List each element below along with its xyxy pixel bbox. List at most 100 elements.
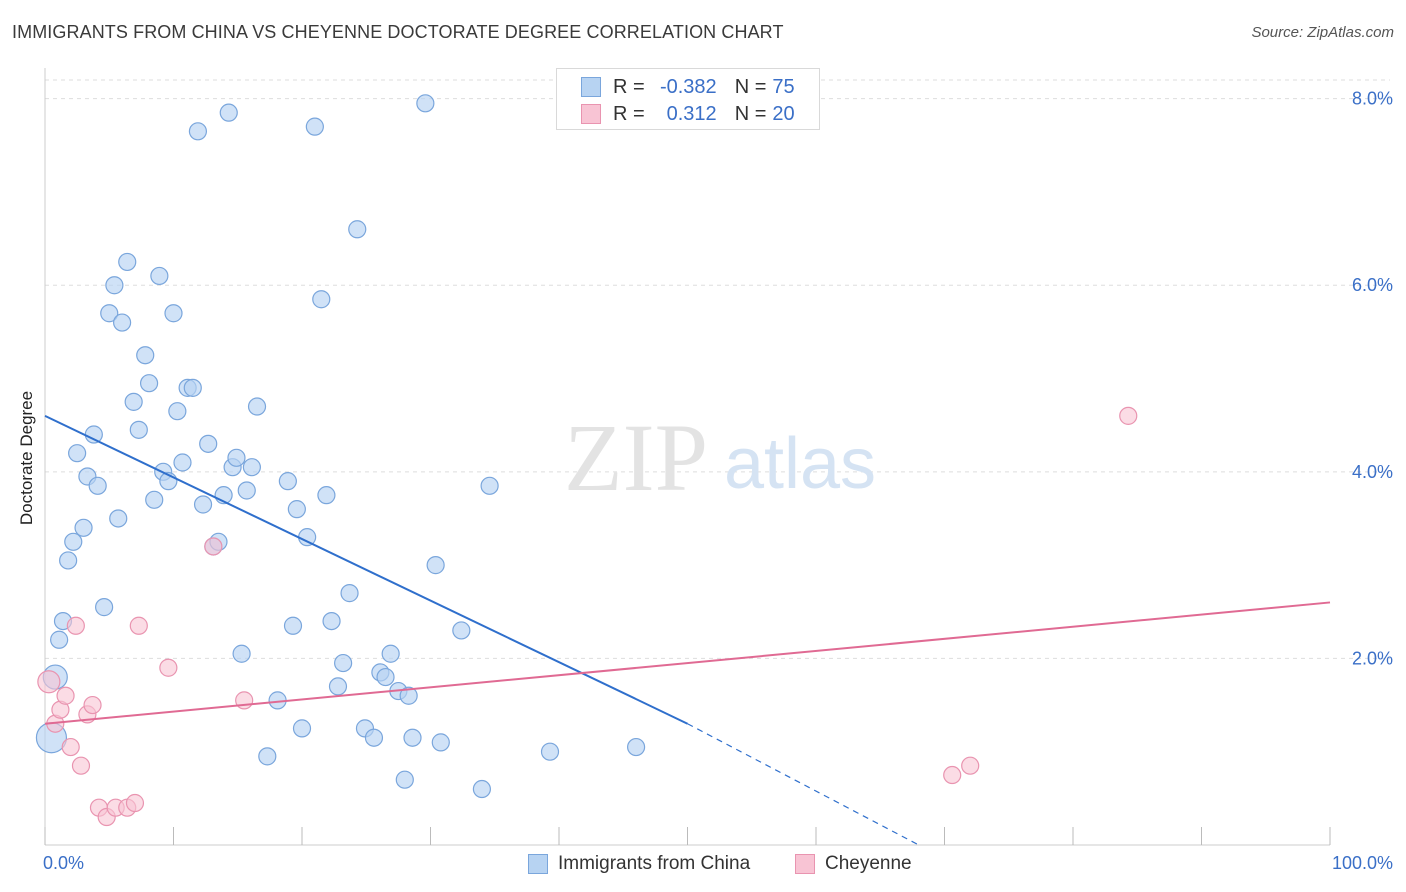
data-point-china	[136, 346, 155, 365]
bottom-legend-cheyenne: Cheyenne	[795, 852, 912, 876]
x-tick-label: 0.0%	[43, 853, 84, 873]
trend-line-cheyenne	[44, 601, 1331, 725]
data-point-china	[232, 644, 251, 663]
y-tick-label: 4.0%	[1352, 462, 1393, 482]
china-points	[35, 94, 646, 799]
data-point-china	[334, 653, 353, 673]
x-tick-label: 100.0%	[1332, 853, 1393, 873]
data-point-china	[305, 117, 324, 136]
data-point-china	[124, 392, 143, 411]
data-point-cheyenne	[129, 616, 148, 635]
data-point-china	[242, 458, 261, 477]
legend-swatch-cheyenne	[581, 104, 601, 124]
axes	[44, 68, 1331, 846]
y-tick-label: 6.0%	[1352, 275, 1393, 295]
source-label: Source: ZipAtlas.com	[1251, 24, 1394, 41]
data-point-china	[145, 490, 164, 509]
data-point-china	[416, 94, 435, 113]
data-point-china	[74, 518, 93, 537]
data-point-cheyenne	[943, 765, 962, 785]
data-point-cheyenne	[61, 737, 80, 757]
legend-r-label: R =	[613, 102, 645, 125]
bottom-legend-swatch-china	[528, 854, 548, 874]
y-tick-label: 2.0%	[1352, 648, 1393, 668]
grid-lines	[45, 79, 1390, 659]
data-point-china	[227, 448, 246, 467]
data-point-china	[129, 420, 148, 439]
data-point-china	[376, 667, 395, 687]
data-point-china	[68, 444, 87, 463]
legend-n-label: N =	[734, 75, 767, 98]
data-point-china	[247, 397, 267, 416]
data-point-china	[322, 611, 341, 631]
data-point-china	[199, 434, 218, 453]
data-point-cheyenne	[66, 616, 85, 635]
data-point-china	[100, 304, 119, 323]
watermark-atlas: atlas	[724, 424, 876, 504]
data-point-china	[139, 374, 159, 393]
legend-row-china: R = -0.382 N = 75	[581, 74, 795, 100]
data-point-china	[258, 747, 277, 766]
data-point-china	[164, 304, 183, 323]
data-point-cheyenne	[37, 670, 61, 694]
trend-line-china-extension	[687, 723, 920, 846]
data-point-china	[105, 276, 124, 295]
legend-swatch-china	[581, 77, 601, 97]
legend-r-value-china: -0.382	[659, 75, 717, 98]
data-point-china	[340, 584, 359, 603]
data-point-china	[395, 770, 414, 789]
data-point-china	[431, 733, 450, 752]
data-point-china	[188, 122, 208, 141]
data-point-cheyenne	[204, 537, 223, 556]
data-point-china	[237, 481, 256, 500]
legend-row-cheyenne: R = 0.312 N = 20	[581, 101, 795, 127]
data-point-china	[95, 598, 114, 617]
tick-labels: 2.0% 4.0% 6.0% 8.0% 0.0% 100.0%	[43, 89, 1393, 873]
data-point-china	[168, 402, 187, 421]
data-point-china	[348, 220, 367, 239]
y-axis-label: Doctorate Degree	[17, 390, 36, 526]
data-point-china	[64, 532, 83, 551]
data-point-china	[88, 476, 107, 495]
data-point-cheyenne	[159, 658, 178, 677]
bottom-legend-label-cheyenne: Cheyenne	[825, 853, 912, 874]
data-point-china	[399, 686, 418, 705]
correlation-legend: R = -0.382 N = 75 R = 0.312 N = 20	[556, 68, 820, 130]
watermark: ZIP atlas	[564, 404, 876, 511]
data-point-china	[328, 677, 348, 696]
data-point-china	[364, 728, 384, 747]
data-point-cheyenne	[961, 756, 980, 775]
data-point-china	[109, 509, 128, 528]
data-point-china	[626, 737, 646, 757]
data-point-china	[287, 500, 306, 519]
data-point-china	[472, 779, 491, 799]
data-point-china	[480, 476, 499, 495]
data-point-china	[381, 644, 400, 663]
data-point-china	[283, 616, 303, 635]
data-point-china	[403, 728, 422, 747]
data-point-china	[452, 621, 471, 640]
legend-n-label: N =	[734, 102, 767, 125]
data-point-china	[173, 453, 192, 472]
data-point-china	[292, 719, 312, 738]
data-point-cheyenne	[83, 695, 102, 715]
bottom-legend-china: Immigrants from China	[528, 852, 750, 876]
bottom-legend-label-china: Immigrants from China	[558, 853, 751, 874]
data-point-china	[317, 486, 336, 505]
chart-title: IMMIGRANTS FROM CHINA VS CHEYENNE DOCTOR…	[12, 22, 784, 42]
data-point-china	[278, 472, 297, 491]
data-point-china	[183, 378, 202, 397]
data-point-china	[112, 313, 132, 332]
data-point-cheyenne	[1119, 406, 1138, 425]
y-tick-label: 8.0%	[1352, 89, 1393, 109]
data-point-china	[298, 528, 317, 547]
bottom-legend-swatch-cheyenne	[795, 854, 815, 874]
data-point-cheyenne	[56, 686, 75, 705]
legend-r-value-cheyenne: 0.312	[666, 102, 717, 125]
data-point-china	[50, 630, 69, 649]
watermark-zip: ZIP	[564, 404, 708, 511]
data-point-cheyenne	[71, 756, 91, 775]
legend-n-value-china: 75	[772, 75, 795, 98]
legend-r-label: R =	[613, 75, 645, 98]
